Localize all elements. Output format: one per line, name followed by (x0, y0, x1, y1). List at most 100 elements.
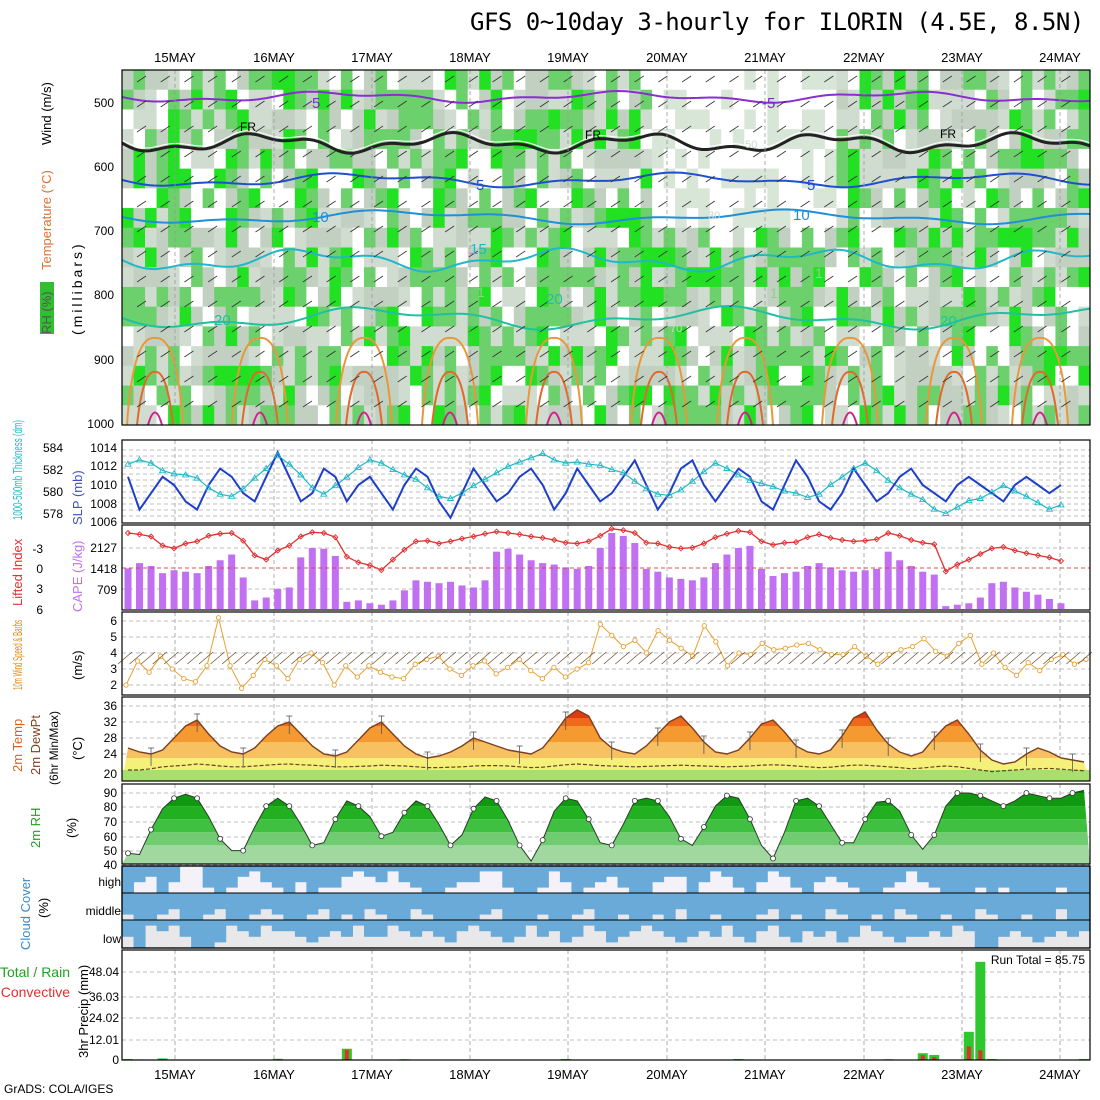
cloud-cover-bar (709, 920, 722, 937)
precip-convective-bar (344, 1049, 349, 1060)
lifted-index-point (815, 531, 823, 538)
top-date-label: 21MAY (744, 50, 786, 65)
lifted-index-point (827, 534, 834, 542)
rh-shading-cell (260, 267, 273, 288)
cloud-cover-bar (778, 893, 791, 920)
thickness-point (492, 468, 501, 476)
thickness-point (792, 489, 800, 496)
wind-barb (800, 175, 810, 183)
thickness-point (1011, 487, 1019, 494)
rh-point (309, 842, 316, 849)
rh-shading-cell (433, 365, 446, 387)
rh-shading-cell (387, 89, 400, 111)
rh-shading-cell (248, 405, 261, 425)
wind-barb (184, 200, 194, 208)
rh-shading-cell (997, 405, 1010, 425)
cloud-cover-bar (525, 866, 538, 893)
wind-barb (207, 400, 218, 408)
rh-shading-cell (525, 267, 538, 288)
wind-speed-point (134, 658, 141, 664)
wind-speed-point (377, 669, 384, 675)
wind-barb (1043, 651, 1058, 665)
rh-shading-cell (248, 306, 261, 327)
wind-barb (587, 275, 597, 283)
rh-shading-cell (340, 306, 354, 327)
rh-shading-cell (260, 247, 273, 268)
rh-shading-cell (571, 326, 584, 347)
cloud-cover-bar (790, 920, 803, 943)
rh-shading-cell (721, 109, 734, 130)
wind-barb (373, 75, 384, 83)
rh-shading-cell (513, 227, 526, 249)
lifted-index-point (481, 530, 489, 537)
wind-barb (444, 200, 455, 208)
rh-shading-cell (698, 148, 711, 170)
cloud-cover-bar (1066, 893, 1079, 920)
wind-barb (421, 275, 431, 283)
wind-contour-label: 5 (807, 177, 815, 194)
rh-shading-cell (179, 109, 192, 130)
rh-shading-cell (905, 188, 918, 209)
rh-shading-cell (928, 109, 941, 130)
rh-shading-cell (790, 227, 803, 249)
rh-shading-cell (202, 286, 215, 308)
rh-shading-cell (168, 326, 181, 347)
wind-barb (777, 651, 792, 665)
rh-shading-cell (894, 129, 907, 150)
rh-shading-cell (974, 109, 987, 130)
cloud-cover-bar (859, 893, 872, 920)
wind-barb (634, 375, 644, 383)
rh-shading-cell (490, 346, 503, 367)
wind-barb (942, 150, 953, 158)
dewpt-axis-label: 2m DewPt (28, 715, 43, 775)
rh-shading-cell (237, 148, 250, 170)
wind-barb (350, 300, 360, 308)
wind-barb (164, 651, 179, 665)
wind-barb (1013, 325, 1024, 333)
cloud-cover-bar (1020, 893, 1033, 915)
wind-barb (136, 200, 147, 208)
rh-shading-cell (905, 168, 918, 189)
wind-barb (350, 375, 360, 383)
rh-shading-cell (640, 109, 653, 130)
rh-shading-cell (410, 267, 423, 288)
wind-barb (444, 175, 455, 183)
rh-shading-cell (963, 286, 976, 308)
rh-shading-cell (1055, 148, 1068, 170)
rh-point (608, 842, 615, 849)
rh-shading-cell (398, 405, 411, 425)
cloud-cover-bar (917, 920, 930, 937)
cloud-cover-bar (951, 920, 964, 926)
wind-barb (610, 275, 621, 283)
temperature-contour-line (935, 371, 973, 425)
rh-legend-swatch (40, 282, 54, 334)
cloud-cover-bar (525, 920, 538, 926)
rh-band (122, 845, 1090, 864)
wind-barb (1061, 75, 1071, 83)
rh-shading-cell (778, 385, 791, 406)
rh-shading-cell (410, 168, 423, 189)
wind-barb (1013, 125, 1024, 133)
rh-shading-cell (548, 109, 561, 130)
rh-shading-cell (686, 247, 699, 268)
wind-barb (895, 75, 905, 83)
rh-shading-cell (306, 247, 319, 268)
wind-barb (918, 300, 929, 308)
rh-shading-cell (894, 405, 907, 425)
wind-barb (1037, 150, 1047, 158)
wind-barb (207, 325, 218, 333)
cloud-cover-bar (340, 893, 353, 915)
wind-barb (705, 150, 716, 158)
wind-barb (752, 375, 763, 383)
rh-shading-cell (225, 247, 238, 268)
wind-barb (255, 325, 265, 333)
rh-shading-cell (525, 286, 538, 308)
wind-barb (729, 275, 739, 283)
rh-shading-cell (513, 385, 526, 406)
rh-shading-cell (559, 208, 573, 229)
cloud-cover-bar (928, 866, 941, 888)
wind-barb (255, 400, 265, 408)
rh-shading-cell (997, 227, 1010, 249)
cloud-cover-bar (283, 920, 296, 932)
cloud-cover-bar (1078, 893, 1090, 920)
